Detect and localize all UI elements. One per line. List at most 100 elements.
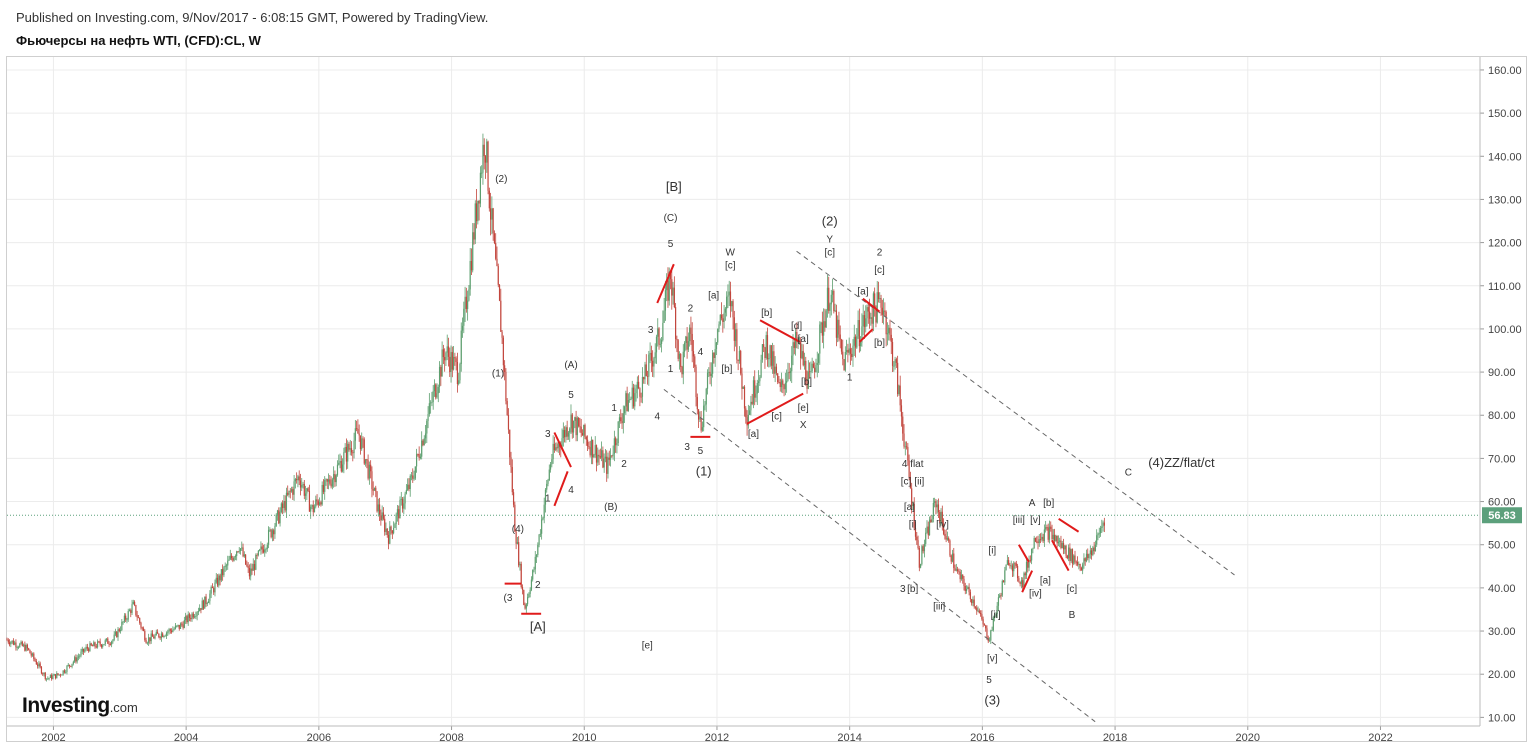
candle-body <box>726 296 728 309</box>
candle-body <box>335 475 337 483</box>
x-tick-label: 2014 <box>837 732 861 744</box>
candle-body <box>68 664 71 666</box>
wave-label: (B) <box>604 502 617 513</box>
candle-body <box>676 338 678 341</box>
candle-body <box>310 506 312 512</box>
candle-body <box>931 518 933 523</box>
candle-body <box>1053 534 1056 542</box>
candle-body <box>691 333 693 352</box>
candle-body <box>858 320 860 347</box>
candle-body <box>188 614 191 618</box>
candle-body <box>156 631 159 634</box>
candle-body <box>331 479 333 487</box>
candle-body <box>282 503 284 509</box>
candle-body <box>575 417 577 436</box>
candle-body <box>196 612 198 616</box>
candle-body <box>967 587 969 589</box>
candle-body <box>645 364 647 377</box>
y-tick-label: 90.00 <box>1488 367 1516 379</box>
candle-body <box>58 674 60 676</box>
candle-body <box>347 443 349 462</box>
candle-body <box>644 364 646 380</box>
candle-body <box>280 503 282 512</box>
x-tick-label: 2022 <box>1368 732 1392 744</box>
candle-body <box>467 300 469 310</box>
candle-body <box>874 293 876 308</box>
candle-body <box>996 605 998 615</box>
candle-body <box>581 433 584 436</box>
candle-body <box>694 356 696 367</box>
candle-body <box>62 670 64 675</box>
candle-body <box>1042 536 1044 542</box>
candle-body <box>265 548 267 550</box>
wave-label: [iv] <box>1029 589 1042 600</box>
candle-body <box>802 351 804 366</box>
candles <box>6 133 1105 682</box>
candle-body <box>847 349 849 353</box>
candle-body <box>594 445 596 455</box>
candle-body <box>253 564 256 570</box>
candle-body <box>529 589 531 594</box>
candle-body <box>412 475 414 479</box>
candle-body <box>201 600 203 610</box>
candle-body <box>834 310 836 312</box>
candle-body <box>913 503 915 529</box>
wave-label: [iv] <box>936 519 949 530</box>
candle-body <box>863 315 866 327</box>
candle-body <box>245 554 247 565</box>
candle-body <box>104 640 106 645</box>
candle-body <box>81 648 83 652</box>
candle-body <box>862 315 864 327</box>
candle-body <box>38 663 40 667</box>
wave-label: 4 <box>654 412 660 423</box>
candle-body <box>986 628 988 638</box>
wave-label: 3 <box>648 325 654 336</box>
candle-body <box>428 403 430 415</box>
candle-body <box>589 447 591 456</box>
candle-body <box>273 530 275 535</box>
candle-body <box>904 446 906 448</box>
candle-body <box>871 317 873 324</box>
candle-body <box>361 438 363 450</box>
candle-body <box>857 320 859 337</box>
candle-body <box>911 488 913 506</box>
candle-body <box>985 625 987 629</box>
wave-label: 1 <box>611 403 617 414</box>
candle-body <box>1075 561 1077 563</box>
candle-body <box>974 606 977 608</box>
candle-body <box>1005 564 1007 571</box>
candle-body <box>636 381 638 389</box>
wave-label: [c] <box>901 476 912 487</box>
candle-body <box>917 540 919 549</box>
candle-body <box>324 480 326 492</box>
y-tick-label: 140.00 <box>1488 151 1522 163</box>
candle-body <box>810 371 812 373</box>
candle-body <box>519 563 521 566</box>
candle-body <box>158 633 160 638</box>
candle-body <box>107 638 109 644</box>
candle-body <box>304 493 307 496</box>
candle-body <box>1103 522 1105 526</box>
candle-body <box>682 351 684 375</box>
candle-body <box>334 474 336 483</box>
candle-body <box>599 456 601 458</box>
wave-line <box>553 470 569 507</box>
candle-body <box>70 665 72 667</box>
candle-body <box>426 420 428 434</box>
candle-body <box>872 293 874 324</box>
wave-label: B <box>1069 610 1076 621</box>
candle-body <box>828 287 830 311</box>
candle-body <box>498 284 501 301</box>
candle-body <box>663 310 665 323</box>
candle-body <box>856 336 858 348</box>
candle-body <box>262 549 265 553</box>
wave-label: [ii] <box>991 610 1001 621</box>
wave-label: 4 <box>698 347 704 358</box>
candle-body <box>700 418 702 431</box>
candle-body <box>358 433 360 436</box>
candle-body <box>842 351 844 360</box>
wave-label: (2) <box>822 213 838 228</box>
candle-body <box>284 501 286 511</box>
candle-body <box>740 350 742 374</box>
